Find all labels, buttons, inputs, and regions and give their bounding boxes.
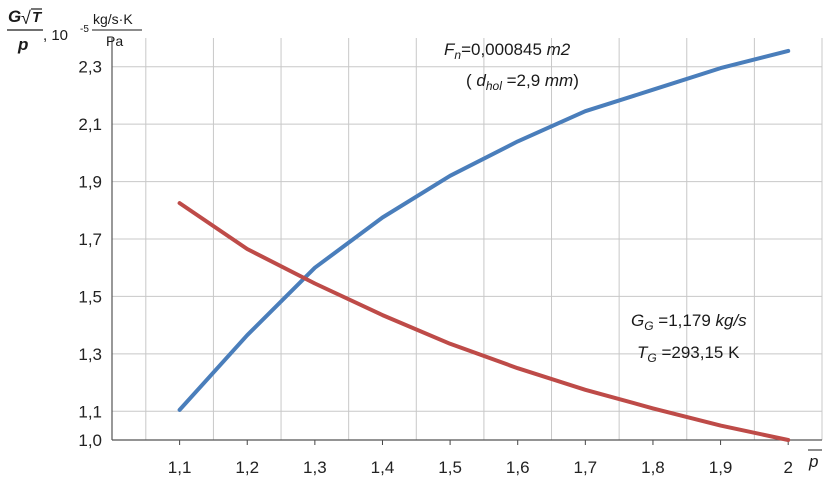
y-label-scale-exponent: -5 [80, 24, 89, 35]
x-axis-label: p [808, 449, 822, 471]
fn-sub: n [454, 48, 461, 62]
svg-text:Fn=0,000845 m2: Fn=0,000845 m2 [444, 40, 571, 62]
tg-value: =293,15 K [657, 343, 740, 362]
y-tick-label: 1,1 [78, 402, 102, 421]
y-label-g: G [8, 7, 21, 26]
annotation-fn: Fn=0,000845 m2 [444, 40, 571, 62]
y-label-unit-denominator: Pa [106, 33, 123, 49]
x-tick-label: 1,8 [641, 458, 665, 477]
dhol-symbol: d [476, 71, 486, 90]
svg-text:TG =293,15 K: TG =293,15 K [637, 343, 740, 365]
gg-symbol: G [631, 311, 644, 330]
y-tick-label: 1,3 [78, 345, 102, 364]
y-label-unit-numerator: kg/s·K [93, 11, 133, 27]
y-tick-label: 2,1 [78, 115, 102, 134]
x-label-p: p [808, 452, 818, 471]
gg-sub: G [644, 319, 653, 333]
x-tick-label: 1,2 [235, 458, 259, 477]
x-tick-labels: 1,1 1,2 1,3 1,4 1,5 1,6 1,7 1,8 1,9 2 [168, 458, 793, 477]
dhol-sub: hol [486, 79, 502, 93]
dhol-open: ( [466, 71, 476, 90]
y-label-p: p [17, 35, 28, 54]
y-tick-label: 2,3 [78, 58, 102, 77]
y-axis-label: G √ T p , 10 -5 kg/s·K Pa [7, 7, 142, 54]
x-tick-label: 1,3 [303, 458, 327, 477]
dhol-value: =2,9 [502, 71, 545, 90]
grid-lines [112, 38, 823, 440]
y-label-scale-prefix: , 10 [43, 27, 68, 44]
fn-value: =0,000845 [461, 40, 547, 59]
series-line-blue [177, 48, 791, 412]
x-tick-label: 2 [783, 458, 792, 477]
y-tick-label: 1,5 [78, 287, 102, 306]
y-tick-labels: 1,0 1,1 1,3 1,5 1,7 1,9 2,1 2,3 [78, 58, 102, 450]
annotation-gg: GG =1,179 kg/s [631, 311, 747, 333]
annotation-tg: TG =293,15 K [637, 343, 740, 365]
y-tick-label: 1,7 [78, 230, 102, 249]
x-tick-label: 1,6 [506, 458, 530, 477]
svg-text:( dhol =2,9 mm): ( dhol =2,9 mm) [466, 71, 579, 93]
series-group [177, 48, 791, 442]
tg-sub: G [647, 351, 656, 365]
x-tick-label: 1,5 [438, 458, 462, 477]
y-label-t: T [32, 9, 43, 26]
x-tick-label: 1,4 [371, 458, 395, 477]
dhol-unit: mm [545, 71, 573, 90]
gg-value: =1,179 [654, 311, 716, 330]
y-label-sqrt-symbol: √ [21, 8, 31, 28]
y-tick-label: 1,0 [78, 431, 102, 450]
x-tick-label: 1,7 [574, 458, 598, 477]
axes [111, 38, 822, 445]
annotation-dhol: ( dhol =2,9 mm) [466, 71, 579, 93]
dhol-close: ) [573, 71, 579, 90]
tg-symbol: T [637, 343, 649, 362]
fn-symbol: F [444, 40, 456, 59]
fn-unit: m2 [547, 40, 571, 59]
series-line-red [177, 201, 791, 442]
x-tick-label: 1,1 [168, 458, 192, 477]
svg-text:GG =1,179 kg/s: GG =1,179 kg/s [631, 311, 747, 333]
x-tick-label: 1,9 [709, 458, 733, 477]
gg-unit: kg/s [716, 311, 748, 330]
y-tick-label: 1,9 [78, 173, 102, 192]
